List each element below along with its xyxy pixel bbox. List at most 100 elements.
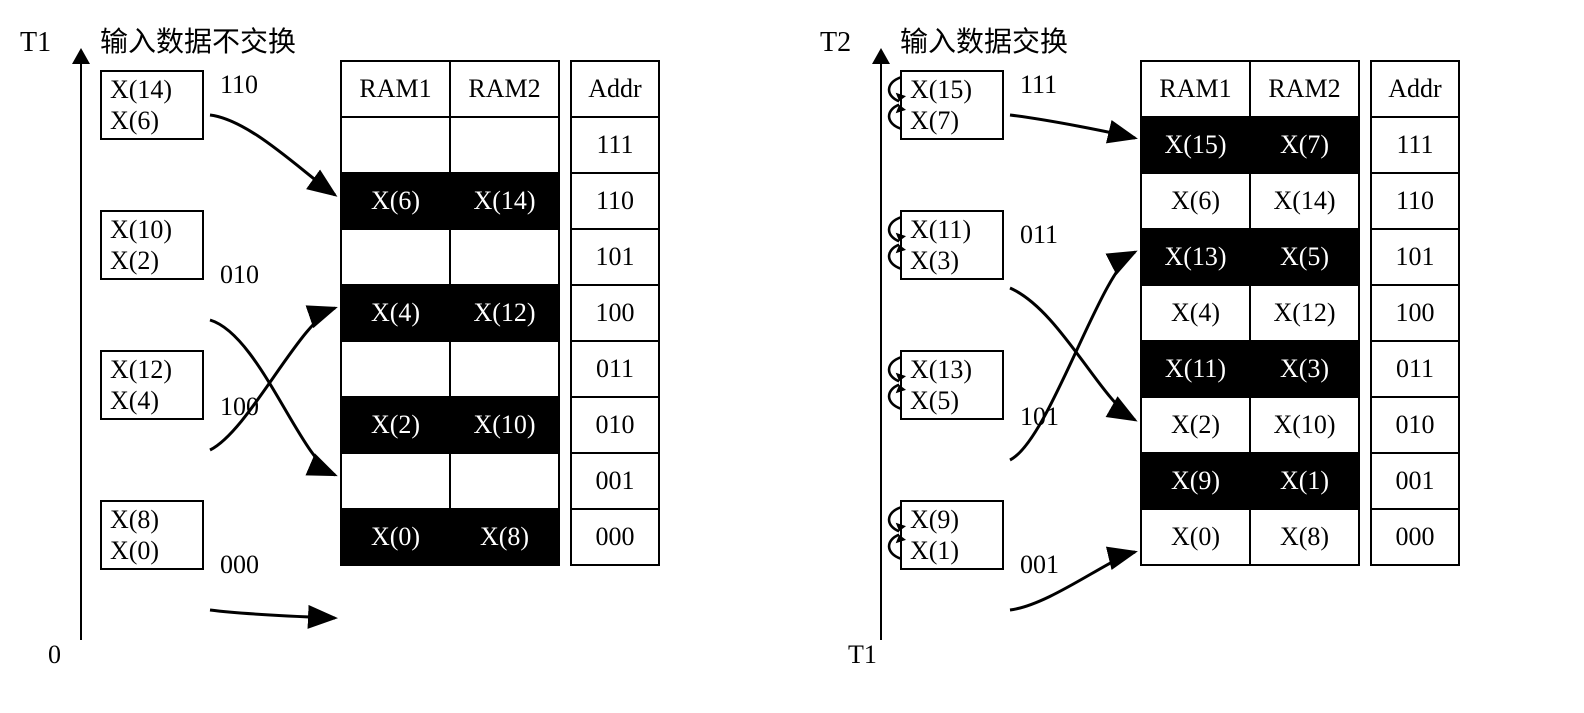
ram1-cell: X(15) (1141, 117, 1250, 173)
table-row: X(2)X(10) (1141, 397, 1359, 453)
table-row: 110 (1371, 173, 1459, 229)
addr-cell: 001 (1371, 453, 1459, 509)
addr-cell: 101 (571, 229, 659, 285)
ram2-cell (450, 341, 559, 397)
table-row (341, 229, 559, 285)
input-upper: X(12) (110, 354, 194, 385)
time-axis-icon (80, 60, 82, 640)
ram1-cell (341, 453, 450, 509)
addr-table-grid: Addr111110101100011010001000 (570, 60, 660, 566)
ram-table-grid: RAM1RAM2X(6)X(14)X(4)X(12)X(2)X(10)X(0)X… (340, 60, 560, 566)
input-lower: X(7) (910, 105, 994, 136)
input-upper: X(8) (110, 504, 194, 535)
table-row: 001 (1371, 453, 1459, 509)
panel-title-row: T1输入数据不交换 (20, 20, 296, 60)
ram2-cell (450, 453, 559, 509)
input-pair-box: X(8)X(0) (100, 500, 204, 570)
addr-cell: 010 (1371, 397, 1459, 453)
table-row: 101 (571, 229, 659, 285)
ram2-cell: X(12) (1250, 285, 1359, 341)
addr-cell: 000 (571, 509, 659, 565)
ram1-cell (341, 117, 450, 173)
table-row: 011 (1371, 341, 1459, 397)
table-row: 000 (1371, 509, 1459, 565)
ram2-cell: X(8) (1250, 509, 1359, 565)
input-upper: X(9) (910, 504, 994, 535)
addr-cell: 011 (571, 341, 659, 397)
addr-table: Addr111110101100011010001000 (570, 60, 660, 566)
panel-t2: T2输入数据交换T1X(15)X(7)111X(11)X(3)011X(13)X… (820, 20, 1540, 680)
input-pair-box: X(9)X(1) (900, 500, 1004, 570)
table-row: X(6)X(14) (341, 173, 559, 229)
input-lower: X(1) (910, 535, 994, 566)
table-row: 111 (1371, 117, 1459, 173)
diagram-root: T1输入数据不交换0X(14)X(6)110X(10)X(2)010X(12)X… (20, 20, 1564, 680)
table-row: 010 (1371, 397, 1459, 453)
input-lower: X(4) (110, 385, 194, 416)
input-pair-box: X(11)X(3) (900, 210, 1004, 280)
panel-t1: T1输入数据不交换0X(14)X(6)110X(10)X(2)010X(12)X… (20, 20, 740, 680)
ram1-cell: X(0) (341, 509, 450, 565)
mapping-arrows-icon (190, 60, 350, 640)
input-pair-box: X(14)X(6) (100, 70, 204, 140)
input-pair-box: X(13)X(5) (900, 350, 1004, 420)
ram1-cell: X(6) (341, 173, 450, 229)
ram1-cell: X(4) (1141, 285, 1250, 341)
ram1-cell: X(9) (1141, 453, 1250, 509)
addr-cell: 100 (1371, 285, 1459, 341)
ram2-cell: X(10) (1250, 397, 1359, 453)
table-row: 101 (1371, 229, 1459, 285)
table-row: X(6)X(14) (1141, 173, 1359, 229)
table-row: X(11)X(3) (1141, 341, 1359, 397)
ram-table: RAM1RAM2X(6)X(14)X(4)X(12)X(2)X(10)X(0)X… (340, 60, 560, 566)
input-lower: X(6) (110, 105, 194, 136)
ram2-cell: X(14) (1250, 173, 1359, 229)
swap-arrows-icon (882, 348, 906, 418)
ram2-cell: X(10) (450, 397, 559, 453)
input-lower: X(3) (910, 245, 994, 276)
table-row: X(15)X(7) (1141, 117, 1359, 173)
addr-header-cell: Addr (1371, 61, 1459, 117)
input-pair-box: X(15)X(7) (900, 70, 1004, 140)
ram2-cell: X(14) (450, 173, 559, 229)
panel-title: 输入数据不交换 (100, 20, 296, 60)
table-row (341, 341, 559, 397)
ram2-cell: X(12) (450, 285, 559, 341)
ram-table: RAM1RAM2X(15)X(7)X(6)X(14)X(13)X(5)X(4)X… (1140, 60, 1360, 566)
input-upper: X(10) (110, 214, 194, 245)
ram-header-cell: RAM1 (1141, 61, 1250, 117)
ram2-cell (450, 229, 559, 285)
table-row (341, 453, 559, 509)
input-pair-box: X(10)X(2) (100, 210, 204, 280)
table-row: 010 (571, 397, 659, 453)
addr-table-grid: Addr111110101100011010001000 (1370, 60, 1460, 566)
table-row: X(2)X(10) (341, 397, 559, 453)
table-row: 001 (571, 453, 659, 509)
swap-arrows-icon (882, 498, 906, 568)
input-upper: X(14) (110, 74, 194, 105)
ram-table-grid: RAM1RAM2X(15)X(7)X(6)X(14)X(13)X(5)X(4)X… (1140, 60, 1360, 566)
table-row: 011 (571, 341, 659, 397)
table-row: X(4)X(12) (1141, 285, 1359, 341)
panel-title: 输入数据交换 (900, 20, 1068, 60)
input-pair-box: X(12)X(4) (100, 350, 204, 420)
ram2-cell: X(5) (1250, 229, 1359, 285)
addr-cell: 011 (1371, 341, 1459, 397)
table-row: 110 (571, 173, 659, 229)
addr-cell: 000 (1371, 509, 1459, 565)
table-row: X(0)X(8) (341, 509, 559, 565)
ram-header-cell: RAM2 (1250, 61, 1359, 117)
ram1-cell: X(0) (1141, 509, 1250, 565)
addr-cell: 001 (571, 453, 659, 509)
input-upper: X(11) (910, 214, 994, 245)
addr-cell: 010 (571, 397, 659, 453)
swap-arrows-icon (882, 208, 906, 278)
table-row: X(4)X(12) (341, 285, 559, 341)
table-row (341, 117, 559, 173)
ram1-cell (341, 341, 450, 397)
addr-cell: 111 (571, 117, 659, 173)
table-row: X(9)X(1) (1141, 453, 1359, 509)
ram1-cell: X(6) (1141, 173, 1250, 229)
ram1-cell: X(2) (341, 397, 450, 453)
table-row: 100 (1371, 285, 1459, 341)
